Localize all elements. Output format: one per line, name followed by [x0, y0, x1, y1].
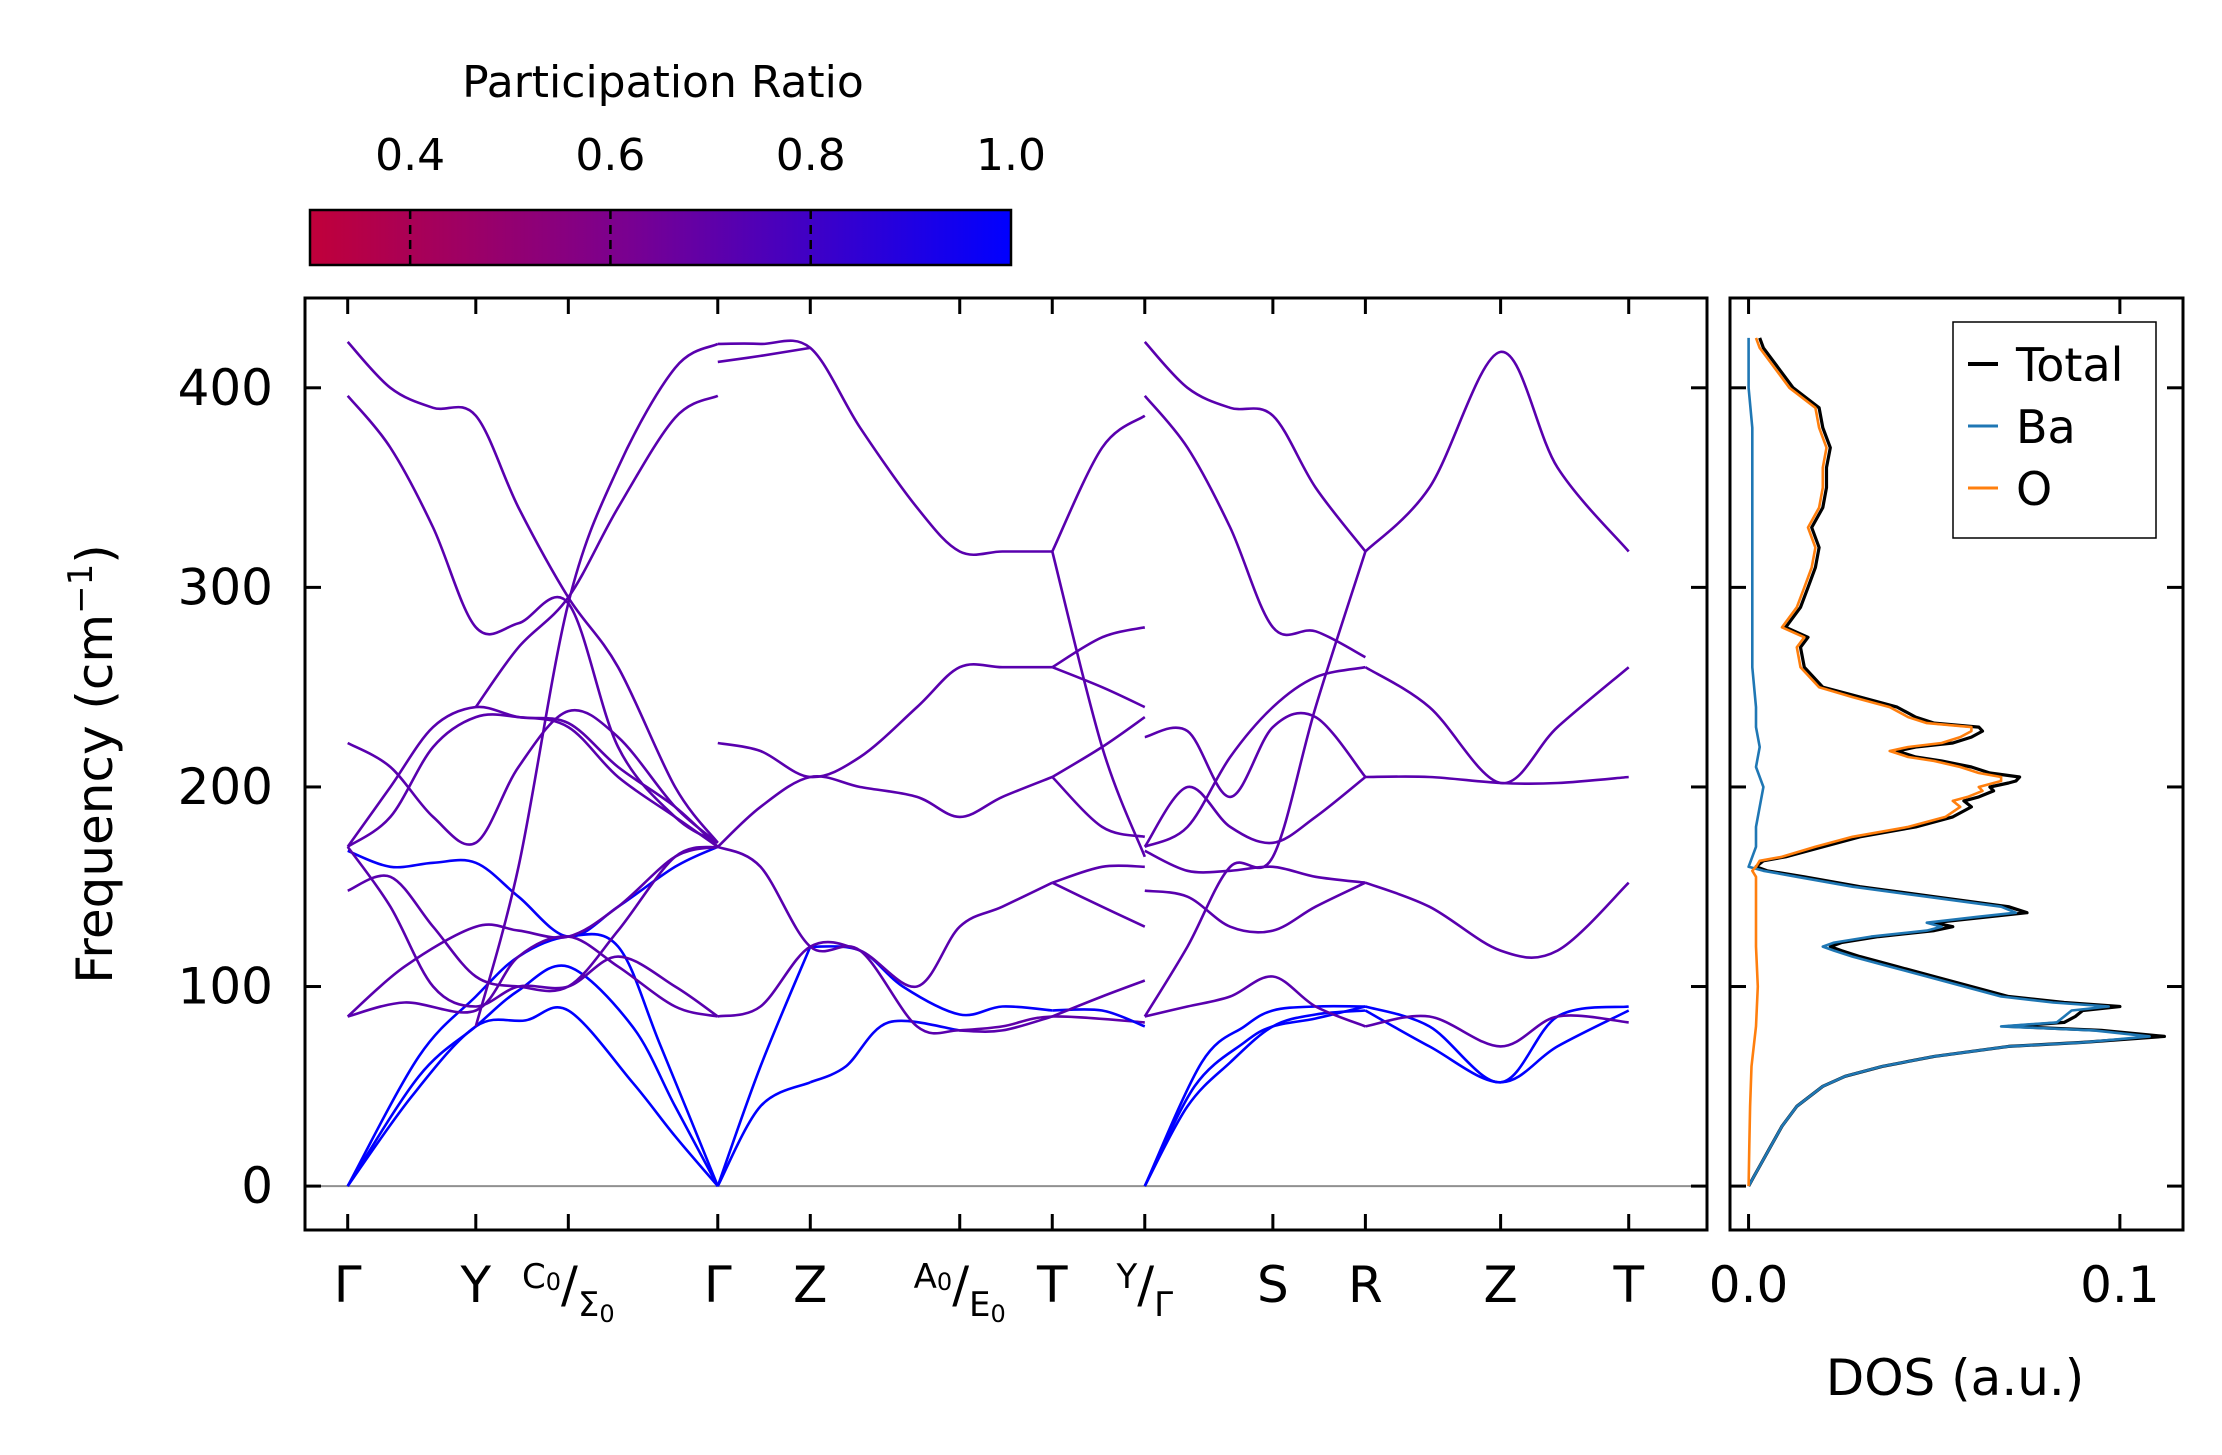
y-tick-label: 200	[178, 758, 273, 816]
colorbar-tick-label: 0.8	[776, 130, 846, 181]
phonon-branch	[1143, 394, 1367, 659]
phonon-branch	[810, 945, 1053, 1017]
phonon-branch	[717, 881, 1053, 1018]
phonon-branch	[809, 1019, 960, 1084]
phonon-branch	[717, 339, 1053, 557]
y-tick-label: 100	[178, 958, 273, 1016]
phonon-branch	[1051, 665, 1146, 709]
dos-lines	[1747, 337, 2166, 1187]
high-symmetry-label: A0/E0	[914, 1256, 1006, 1328]
phonon-branch	[346, 964, 719, 1187]
phonon-branch	[346, 394, 719, 844]
phonon-branch	[1051, 551, 1147, 858]
high-symmetry-label: T	[1612, 1256, 1644, 1314]
band-y-ticks: 0 100 200 300 400	[178, 359, 1707, 1215]
colorbar-tick-label: 1.0	[976, 130, 1046, 181]
high-symmetry-label: C0/Σ0	[522, 1256, 615, 1328]
phonon-branch	[716, 946, 812, 1187]
phonon-branch	[474, 394, 719, 708]
band-y-axis-label: Frequency (cm−1)	[61, 544, 124, 984]
phonon-branch	[1143, 1005, 1366, 1187]
phonon-branch	[1365, 1005, 1629, 1084]
high-symmetry-label: R	[1348, 1256, 1383, 1314]
phonon-branch	[347, 845, 719, 993]
phonon-branch	[716, 775, 1053, 848]
phonon-branch	[1051, 776, 1146, 839]
phonon-branch	[1143, 551, 1367, 1018]
legend-label-total: Total	[2015, 338, 2123, 392]
phonon-branch	[1365, 1014, 1629, 1048]
phonon-branch	[1051, 716, 1146, 779]
phonon-branch	[1364, 666, 1630, 785]
phonon-branch	[347, 845, 719, 938]
phonon-branch	[1144, 975, 1366, 1028]
phonon-branch	[1144, 711, 1367, 799]
phonon-branch	[1051, 881, 1146, 928]
phonon-branch	[717, 346, 811, 364]
phonon-branch	[346, 705, 719, 848]
high-symmetry-label: Z	[793, 1256, 827, 1314]
colorbar-tick-label: 0.6	[575, 130, 645, 181]
band-x-ticks: Γ Y C0/Σ0 Γ Z A0/E0 T Y/Γ S R Z T	[334, 298, 1644, 1328]
phonon-branch	[1051, 414, 1146, 553]
band-axes-frame	[303, 296, 1709, 1232]
high-symmetry-label: Γ	[704, 1256, 732, 1314]
dos-x-axis-label: DOS (a.u.)	[1826, 1349, 2085, 1407]
phonon-branch	[1143, 341, 1367, 553]
phonon-branch	[1051, 979, 1146, 1018]
legend-box	[1952, 321, 2157, 539]
dos-legend: Total Ba O	[1952, 321, 2157, 539]
phonon-branch	[717, 845, 1053, 1035]
colorbar-gradient	[308, 208, 1013, 267]
dos-ticks: 0.0 0.1	[1709, 298, 2183, 1314]
phonon-branch	[717, 662, 1053, 779]
band-structure-panel: 0 100 200 300 400 Γ Y C0/Σ0 Γ Z A0/E0 T Y/Γ S R Z T Fre…	[61, 296, 1709, 1328]
band-lines	[305, 339, 1707, 1188]
colorbar-ticks: 0.4 0.6 0.8 1.0	[375, 130, 1046, 265]
phonon-branch	[1143, 1009, 1366, 1187]
dos-curve-o	[1747, 337, 2003, 1187]
dos-axes-frame	[1728, 296, 2185, 1232]
high-symmetry-label: T	[1036, 1256, 1068, 1314]
y-tick-label: 300	[178, 558, 273, 616]
phonon-branch	[959, 1015, 1145, 1032]
dos-curve-ba	[1747, 337, 2151, 1187]
y-tick-label: 400	[178, 359, 273, 417]
phonon-branch	[346, 932, 720, 1187]
phonon-branch	[1144, 881, 1366, 934]
dos-x-tick-label: 0.1	[2080, 1256, 2160, 1314]
phonon-branch	[1144, 849, 1366, 884]
y-tick-label: 0	[241, 1157, 273, 1215]
high-symmetry-label: Y/Γ	[1115, 1256, 1173, 1325]
phonon-branch	[347, 708, 719, 846]
colorbar-label: Participation Ratio	[462, 57, 864, 108]
phonon-branch	[346, 713, 719, 848]
phonon-branch	[1364, 881, 1630, 959]
dos-x-tick-label: 0.0	[1709, 1256, 1789, 1314]
dos-panel: 0.0 0.1 DOS (a.u.) Total Ba O	[1709, 296, 2185, 1407]
phonon-branch	[346, 341, 719, 844]
phonon-branch	[1143, 775, 1367, 848]
phonon-branch	[1052, 1008, 1146, 1028]
phonon-branch	[1051, 864, 1145, 884]
legend-label-ba: Ba	[2016, 400, 2076, 454]
high-symmetry-label: S	[1257, 1256, 1289, 1314]
colorbar: Participation Ratio 0.4 0.6 0.8 1.0	[308, 57, 1046, 267]
high-symmetry-label: Z	[1483, 1256, 1517, 1314]
colorbar-tick-label: 0.4	[375, 130, 445, 181]
high-symmetry-label: Γ	[334, 1256, 362, 1314]
phonon-branch	[1365, 775, 1629, 786]
phonon-branch	[346, 1006, 719, 1187]
phonon-branch	[1364, 350, 1630, 553]
phonon-branch	[474, 342, 719, 1027]
phonon-branch	[716, 1081, 811, 1187]
phonon-branch	[1144, 665, 1366, 849]
legend-label-o: O	[2016, 462, 2052, 516]
phonon-branch	[1051, 626, 1146, 669]
high-symmetry-label: Y	[460, 1256, 492, 1314]
phonon-branch	[347, 935, 719, 1018]
phonon-branch	[346, 845, 719, 1018]
